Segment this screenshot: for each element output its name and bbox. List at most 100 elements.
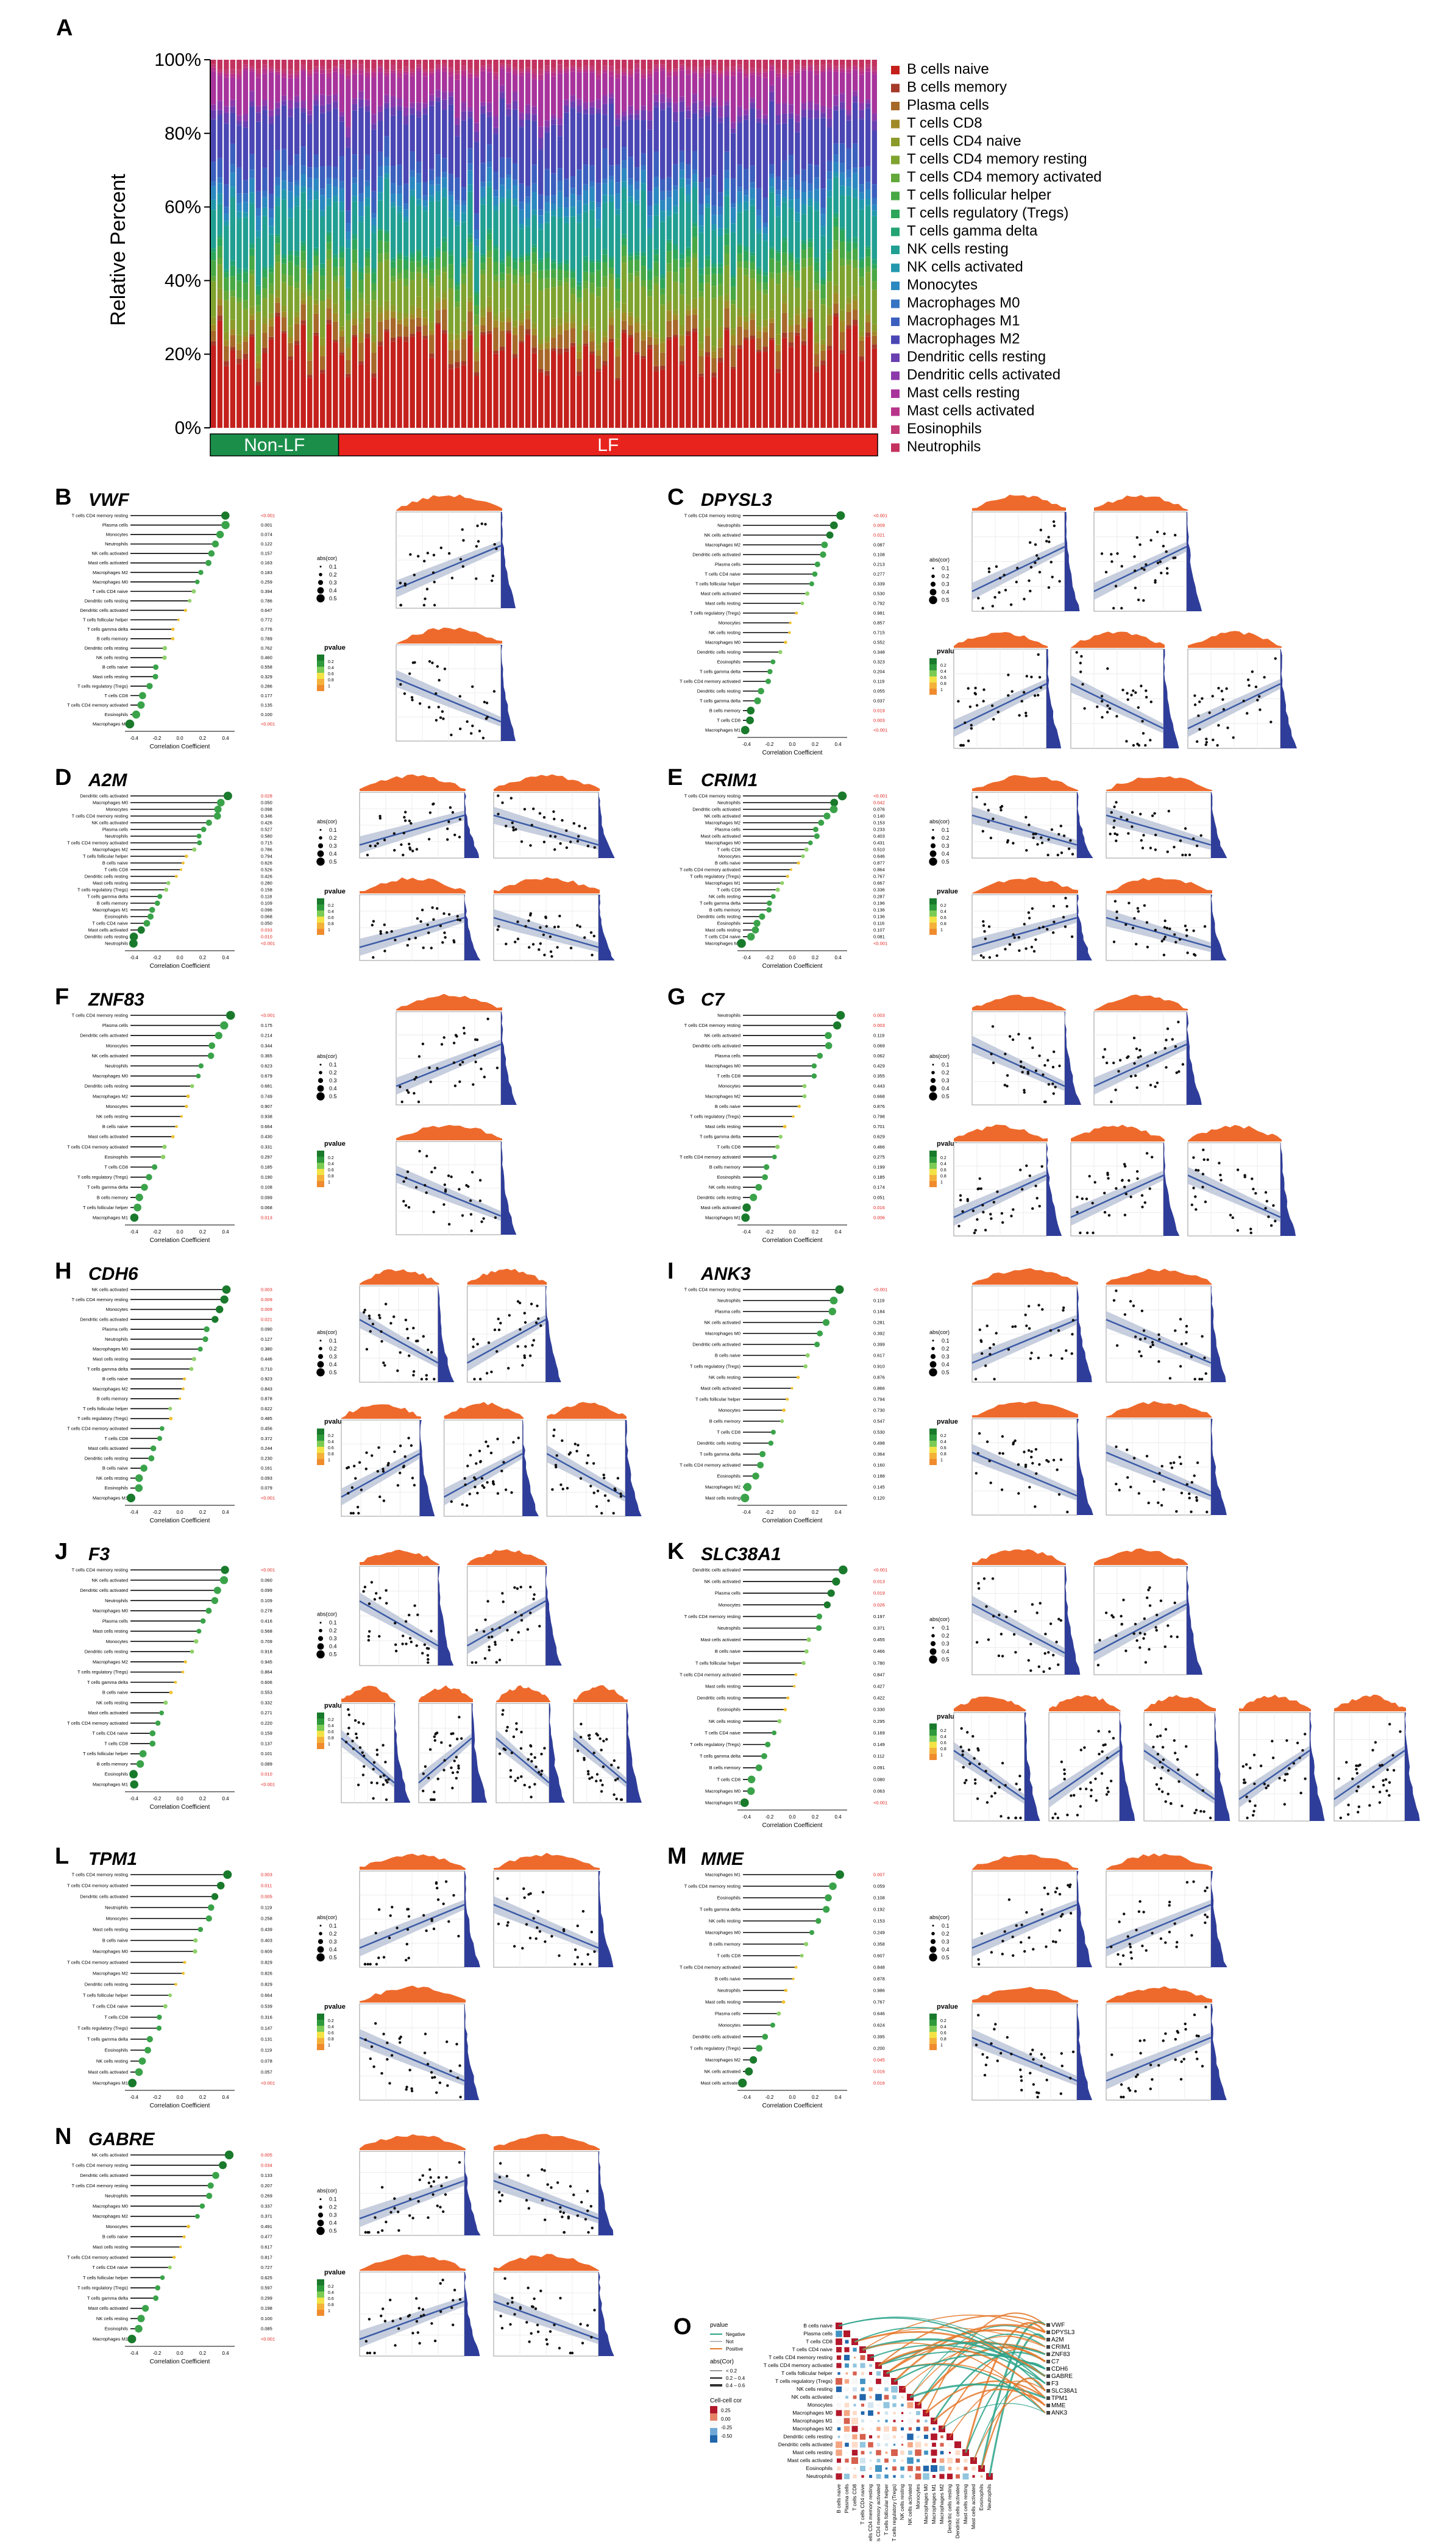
scatter-point	[987, 925, 991, 928]
lollipop-row: Mast cells resting 0.280	[93, 881, 272, 886]
scatter-point	[1174, 940, 1177, 944]
scatter-point	[983, 930, 986, 933]
bar-segment	[461, 274, 467, 284]
scatter-point	[363, 1308, 366, 1312]
regression-line	[359, 1319, 439, 1364]
scatter-point	[984, 937, 987, 940]
scatter-point	[1254, 1191, 1257, 1195]
p-value: 0.792	[873, 601, 885, 606]
bar-segment	[570, 207, 576, 217]
scatter-point	[1025, 711, 1028, 715]
bar-segment	[358, 222, 364, 268]
scatter-point	[1031, 1207, 1034, 1210]
bar-segment	[839, 72, 845, 94]
o-gene-label: VWF	[1051, 2322, 1065, 2329]
bar-segment	[826, 349, 833, 428]
bar-segment	[364, 186, 371, 198]
scatter-point	[1179, 839, 1182, 842]
o-matrix-cell	[877, 2412, 880, 2415]
pvalue-ramp-cell	[317, 1181, 324, 1187]
scatter-point	[516, 937, 520, 940]
scatter-point	[987, 567, 991, 570]
bar-segment	[589, 210, 595, 260]
bar-segment	[808, 257, 813, 266]
pvalue-ramp-cell	[929, 1163, 937, 1169]
bar-segment	[698, 283, 704, 292]
scatter-point	[1168, 927, 1171, 931]
bar-segment	[730, 304, 736, 329]
scatter-point	[1141, 1205, 1144, 1209]
bar-segment	[217, 110, 222, 115]
scatter-point	[1052, 520, 1056, 524]
sample-bar	[795, 60, 800, 428]
bar-segment	[833, 177, 839, 213]
bar-segment	[275, 234, 280, 237]
o-row-label: T cells CD4 naive	[792, 2346, 833, 2352]
scatter-point	[1162, 544, 1165, 548]
scatter-point	[458, 1188, 461, 1191]
sample-bar	[660, 60, 666, 428]
scatter-point	[1129, 1195, 1132, 1199]
scatter-point	[1199, 834, 1202, 837]
bar-segment	[442, 71, 447, 92]
bar-segment	[839, 93, 845, 102]
bar-segment	[724, 101, 730, 105]
bar-segment	[730, 328, 736, 335]
bar-segment	[833, 95, 839, 106]
bar-segment	[236, 273, 242, 281]
bar-segment	[390, 194, 396, 203]
scatter-point	[461, 1060, 464, 1063]
bar-segment	[230, 296, 236, 320]
bar-segment	[249, 334, 255, 337]
scatter-point	[1034, 1184, 1037, 1188]
x-tick-label: 0.4	[222, 736, 229, 741]
confidence-band	[494, 806, 598, 850]
sample-bar	[390, 60, 396, 428]
bar-segment	[577, 105, 582, 113]
size-legend-dot	[931, 574, 935, 578]
o-matrix-cell	[869, 2396, 872, 2399]
o-matrix-cell	[925, 2419, 928, 2423]
o-matrix-cell	[907, 2402, 914, 2408]
bar-segment	[705, 115, 711, 178]
bar-segment	[692, 60, 698, 67]
bar-segment	[429, 180, 435, 185]
bar-segment	[808, 109, 813, 119]
bar-segment	[641, 69, 646, 75]
scatter-point	[412, 1327, 415, 1330]
bar-segment	[410, 333, 415, 337]
bar-segment	[641, 183, 646, 191]
lollipop-row: Macrophages M0 0.380	[93, 1346, 272, 1352]
legend-item: Monocytes	[891, 277, 978, 293]
sample-bar	[634, 60, 640, 428]
scatter-point	[1192, 837, 1195, 840]
scatter-point	[447, 820, 450, 823]
scatter-point	[1143, 904, 1146, 907]
row-label: B cells naive	[102, 1376, 128, 1382]
bar-segment	[525, 319, 531, 330]
bar-segment	[820, 339, 826, 345]
bar-segment	[275, 185, 280, 197]
p-value: 0.786	[261, 598, 272, 603]
bar-segment	[474, 305, 480, 315]
bar-segment	[775, 73, 781, 77]
bar-segment	[750, 307, 755, 313]
bar-segment	[371, 191, 377, 213]
lollipop-dot	[805, 591, 810, 596]
bar-segment	[692, 102, 698, 113]
lollipop-row: T cells gamma delta 0.118	[87, 894, 272, 900]
bar-segment	[692, 151, 698, 170]
scatter-point	[1103, 1048, 1107, 1051]
bar-segment	[320, 346, 325, 357]
lollipop-row: Macrophages M2 0.183	[93, 570, 272, 575]
bar-segment	[872, 269, 877, 282]
bar-segment	[352, 104, 358, 111]
bar-segment	[820, 235, 826, 278]
bar-segment	[859, 340, 864, 357]
bar-segment	[551, 173, 556, 196]
bar-segment	[589, 354, 595, 428]
scatter-point	[549, 950, 553, 953]
bar-segment	[429, 358, 435, 428]
scatter-point	[364, 1468, 368, 1471]
bar-segment	[236, 69, 242, 75]
